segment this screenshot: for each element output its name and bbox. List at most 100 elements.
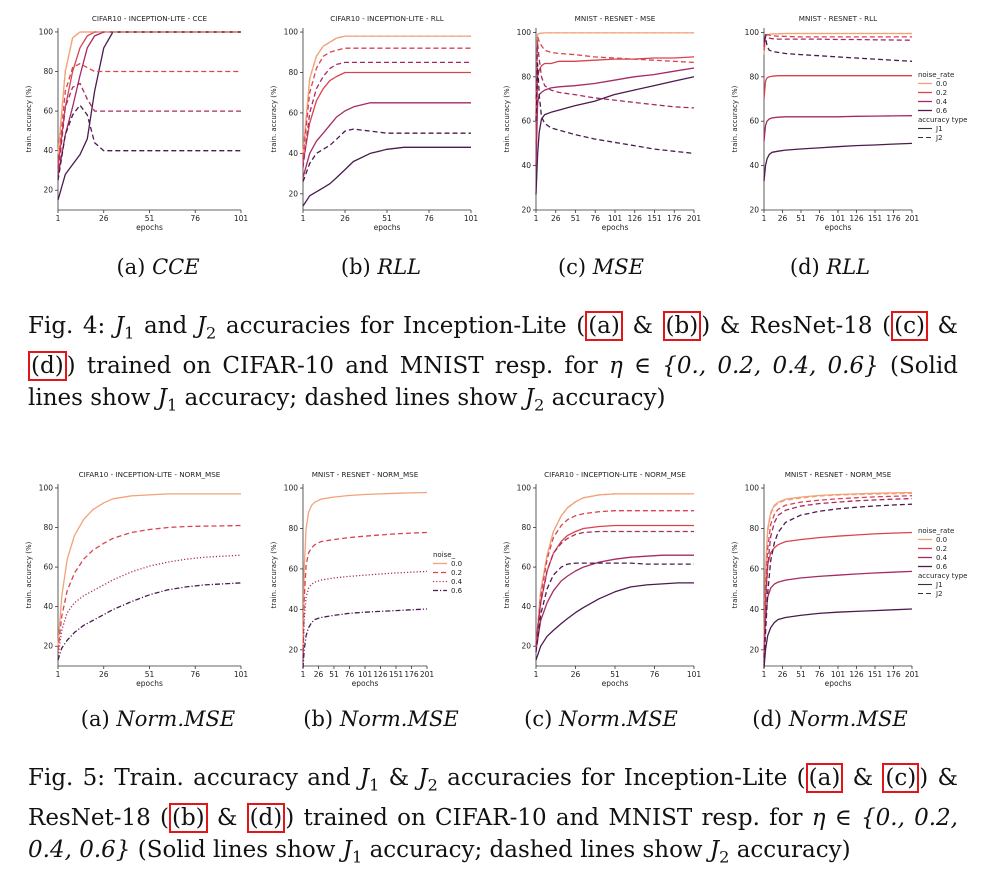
x-axis-label: epochs — [136, 223, 163, 232]
y-tick-label: 60 — [43, 563, 53, 572]
x-tick-label: 126 — [849, 214, 864, 223]
x-tick-label: 1 — [301, 214, 306, 223]
figure-4: CIFAR10 - INCEPTION-LITE - CCE 20 40 60 80 10… — [0, 0, 998, 420]
series-line — [57, 582, 242, 661]
y-tick-label: 80 — [288, 524, 298, 533]
x-tick-label: 76 — [190, 670, 200, 679]
series-line — [57, 104, 241, 181]
legend-text: 0.6 — [451, 587, 463, 595]
series-line — [763, 503, 913, 667]
x-tick-label: 101 — [234, 214, 249, 223]
y-axis-label: train. accuracy (%) — [503, 541, 511, 608]
legend-text: 0.0 — [936, 80, 947, 88]
legend-text: noise_ — [433, 551, 456, 559]
series-line — [57, 31, 241, 155]
series-line — [57, 82, 241, 177]
chart-title: MNIST - RESNET - RLL — [799, 14, 877, 23]
fig5-panel-a: CIFAR10 - INCEPTION-LITE - NORM_MSE 20 40 6… — [0, 466, 255, 704]
fig5c-subcaption: (c) Norm.MSE — [524, 707, 678, 731]
y-tick-label: 80 — [521, 72, 531, 81]
chart-title: CIFAR10 - INCEPTION-LITE - CCE — [92, 14, 208, 23]
series-line — [763, 491, 913, 650]
y-tick-label: 80 — [749, 72, 759, 81]
y-axis-label: train. accuracy (%) — [25, 85, 33, 152]
y-tick-label: 40 — [288, 605, 298, 614]
fig4c-subcaption: (c) MSE — [557, 255, 645, 279]
y-tick-label: 100 — [745, 484, 760, 493]
series-line — [535, 510, 694, 645]
legend-text: 0.2 — [936, 89, 947, 97]
fig4-panel-a: CIFAR10 - INCEPTION-LITE - CCE 20 40 60 80 10… — [0, 10, 255, 248]
series-line — [535, 493, 694, 647]
legend-text: noise_rate — [918, 527, 954, 535]
x-tick-label: 101 — [687, 670, 702, 679]
legend-text: 0.2 — [936, 545, 947, 553]
fig5-ref-c-link[interactable]: (c) — [882, 763, 920, 793]
series-line — [535, 36, 695, 117]
series-line — [535, 493, 694, 647]
series-line — [57, 31, 241, 155]
legend-text: 0.4 — [936, 98, 948, 106]
fig4-panel-c: MNIST - RESNET - MSE 20 40 60 80 100 1 26 51 76 10… — [478, 10, 708, 248]
fig4-ref-a-link[interactable]: (a) — [585, 311, 623, 341]
x-axis-label: epochs — [352, 679, 379, 688]
x-tick-label: 1 — [762, 214, 767, 223]
fig4b-subcaption: (b) RLL — [340, 255, 422, 279]
x-tick-label: 51 — [329, 670, 339, 679]
fig4-ref-c-link[interactable]: (c) — [891, 311, 928, 341]
x-tick-label: 76 — [345, 670, 355, 679]
chart-title: MNIST - RESNET - NORM_MSE — [312, 470, 419, 479]
x-tick-label: 1 — [56, 214, 61, 223]
fig5c-chart: CIFAR10 - INCEPTION-LITE - NORM_MSE 20 40 6… — [503, 470, 702, 688]
x-axis-label: epochs — [825, 679, 852, 688]
fig5-ref-a-link[interactable]: (a) — [805, 763, 844, 793]
x-tick-label: 176 — [886, 670, 901, 679]
y-tick-label: 60 — [749, 564, 759, 573]
x-tick-label: 1 — [56, 670, 61, 679]
y-tick-label: 100 — [284, 484, 299, 493]
series-line — [302, 570, 428, 663]
x-tick-label: 51 — [796, 670, 806, 679]
fig4-ref-d-link[interactable]: (d) — [28, 350, 67, 381]
y-tick-label: 40 — [749, 161, 759, 170]
y-tick-label: 20 — [749, 206, 759, 215]
x-axis-label: epochs — [602, 679, 629, 688]
series-line — [302, 71, 471, 164]
series-line — [763, 75, 912, 100]
y-tick-label: 40 — [43, 146, 53, 155]
fig5-ref-b-link[interactable]: (b) — [168, 802, 208, 833]
fig4a-chart: CIFAR10 - INCEPTION-LITE - CCE 20 40 60 80 10… — [25, 14, 249, 232]
series-line — [763, 608, 913, 669]
series-line — [302, 608, 428, 669]
y-tick-label: 100 — [517, 483, 532, 492]
series-line — [57, 554, 242, 657]
fig5-ref-d-link[interactable]: (d) — [246, 802, 286, 833]
fig5-panel-c: CIFAR10 - INCEPTION-LITE - NORM_MSE 20 40 6… — [478, 466, 708, 704]
fig4-ref-b-link[interactable]: (b) — [662, 311, 702, 341]
x-tick-label: 1 — [534, 670, 539, 679]
y-tick-label: 20 — [288, 645, 298, 654]
y-tick-label: 60 — [288, 564, 298, 573]
chart-title: MNIST - RESNET - MSE — [575, 14, 656, 23]
fig4-panel-d: MNIST - RESNET - RLL 20 40 60 80 100 1 26 51 76 10… — [706, 10, 996, 248]
x-tick-label: 51 — [571, 214, 581, 223]
legend-text: 0.6 — [936, 107, 948, 115]
series-line — [763, 570, 913, 663]
x-tick-label: 151 — [868, 214, 883, 223]
series-line — [535, 554, 694, 651]
x-tick-label: 76 — [815, 670, 825, 679]
fig5a-subcaption: (a) Norm.MSE — [80, 707, 236, 731]
fig5-caption: Fig. 5: Train. accuracy and J1 & J2 accu… — [28, 763, 958, 867]
legend-text: 0.0 — [936, 536, 947, 544]
chart-title: MNIST - RESNET - NORM_MSE — [785, 470, 892, 479]
series-line — [535, 32, 694, 122]
x-tick-label: 201 — [905, 214, 920, 223]
y-tick-label: 40 — [521, 161, 531, 170]
y-tick-label: 60 — [749, 117, 759, 126]
series-line — [535, 76, 695, 195]
legend-text: accuracy type — [918, 572, 967, 580]
x-tick-label: 201 — [905, 670, 920, 679]
